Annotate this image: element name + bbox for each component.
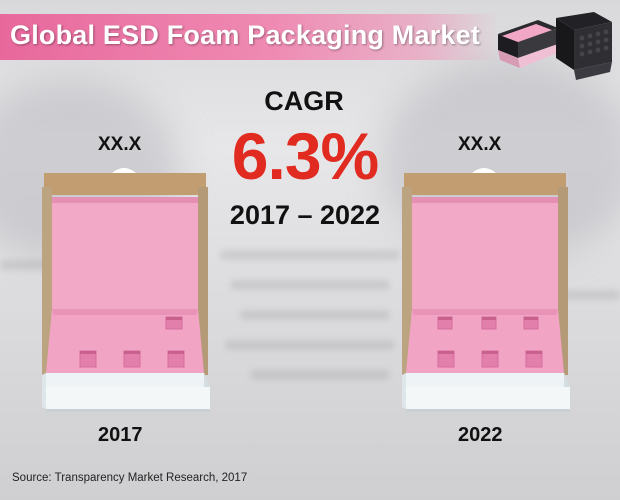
source-note: Source: Transparency Market Research, 20…	[12, 472, 248, 484]
pink-foam-box-icon	[42, 168, 210, 412]
value-2017: XX.X	[98, 134, 142, 155]
esd-boxes-photo	[498, 12, 612, 80]
cagr-value: 6.3%	[231, 119, 379, 193]
cagr-period: 2017 – 2022	[229, 200, 381, 230]
page-title: Global ESD Foam Packaging Market	[10, 20, 481, 50]
year-2022: 2022	[458, 424, 503, 446]
pink-foam-box-icon	[402, 168, 570, 412]
year-2017: 2017	[98, 424, 143, 446]
value-2022: XX.X	[458, 134, 502, 155]
cagr-label: CAGR	[264, 86, 344, 116]
title-banner	[0, 14, 500, 60]
